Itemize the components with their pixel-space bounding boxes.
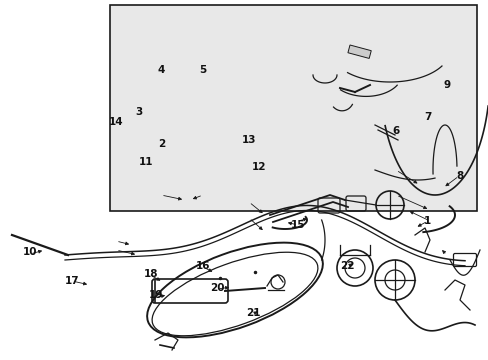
Text: 7: 7 <box>423 112 431 122</box>
Text: 14: 14 <box>108 117 123 127</box>
Text: 8: 8 <box>455 171 462 181</box>
Text: 3: 3 <box>136 107 142 117</box>
Text: 12: 12 <box>251 162 266 172</box>
Bar <box>347 45 370 58</box>
Text: 21: 21 <box>245 308 260 318</box>
Bar <box>110 5 476 211</box>
Text: 20: 20 <box>210 283 224 293</box>
Text: 4: 4 <box>157 65 165 75</box>
Text: 10: 10 <box>23 247 38 257</box>
Text: 19: 19 <box>149 290 163 300</box>
Text: 18: 18 <box>143 269 158 279</box>
Text: 6: 6 <box>392 126 399 136</box>
Text: 1: 1 <box>424 216 430 226</box>
Text: 15: 15 <box>290 220 305 230</box>
Text: 11: 11 <box>138 157 153 167</box>
Text: 5: 5 <box>199 65 206 75</box>
Text: 17: 17 <box>65 276 80 286</box>
Text: 9: 9 <box>443 80 450 90</box>
Text: 22: 22 <box>339 261 354 271</box>
Text: 13: 13 <box>242 135 256 145</box>
Text: 16: 16 <box>195 261 210 271</box>
Text: 2: 2 <box>158 139 164 149</box>
